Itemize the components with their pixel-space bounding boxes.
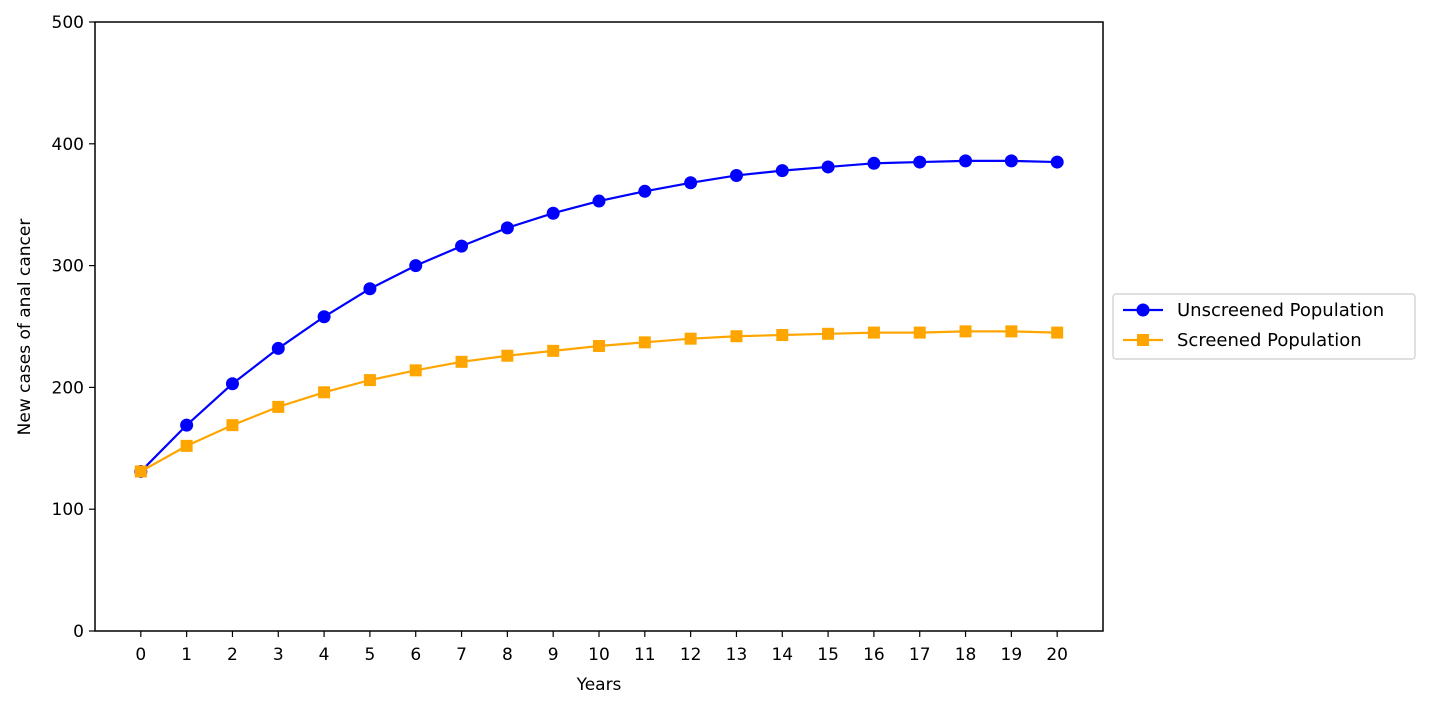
y-tick-label: 300	[52, 257, 84, 277]
x-tick-label: 15	[817, 645, 839, 665]
data-point	[959, 154, 973, 168]
data-point	[1051, 326, 1064, 339]
data-point	[271, 341, 285, 355]
legend-label-screened: Screened Population	[1177, 330, 1362, 351]
x-tick-label: 17	[909, 645, 931, 665]
data-point	[592, 194, 606, 208]
legend-marker-unscreened	[1136, 303, 1150, 317]
data-point	[1004, 154, 1018, 168]
x-tick-label: 7	[456, 645, 467, 665]
x-tick-label: 19	[1001, 645, 1023, 665]
data-point	[913, 326, 926, 339]
data-point	[638, 184, 652, 198]
data-point	[318, 386, 331, 399]
data-point	[684, 332, 697, 345]
data-point	[363, 374, 376, 387]
data-point	[867, 156, 881, 170]
series-screened-population	[134, 325, 1064, 478]
data-point	[180, 418, 194, 432]
x-axis-label: Years	[576, 675, 622, 695]
data-point	[730, 330, 743, 343]
x-tick-label: 9	[548, 645, 559, 665]
data-point	[134, 465, 147, 478]
series-layer	[134, 154, 1064, 478]
data-point	[363, 282, 377, 296]
x-tick-label: 16	[863, 645, 885, 665]
series-unscreened-population	[134, 154, 1064, 478]
data-point	[547, 344, 560, 357]
x-tick-label: 2	[227, 645, 238, 665]
data-point	[272, 400, 285, 413]
data-point	[638, 336, 651, 349]
data-point	[455, 239, 469, 253]
x-tick-label: 0	[135, 645, 146, 665]
data-point	[822, 327, 835, 340]
data-point	[959, 325, 972, 338]
y-tick-label: 100	[52, 500, 84, 520]
x-tick-label: 8	[502, 645, 513, 665]
x-tick-label: 14	[771, 645, 793, 665]
x-tick-label: 18	[955, 645, 977, 665]
data-point	[913, 155, 927, 169]
data-point	[821, 160, 835, 174]
data-point	[776, 329, 789, 342]
x-tick-label: 11	[634, 645, 656, 665]
data-point	[317, 310, 331, 324]
legend-frame	[1112, 293, 1416, 360]
y-tick-label: 0	[73, 622, 84, 642]
data-point	[500, 221, 514, 235]
y-tick-label: 500	[52, 13, 84, 33]
data-point	[225, 377, 239, 391]
data-point	[1005, 325, 1018, 338]
x-tick-label: 5	[364, 645, 375, 665]
data-point	[409, 259, 423, 273]
data-point	[593, 339, 605, 352]
legend-marker-screened	[1137, 334, 1149, 346]
x-tick-label: 20	[1046, 645, 1068, 665]
data-point	[455, 355, 468, 368]
legend: Unscreened Population Screened Populatio…	[1112, 293, 1416, 360]
data-point	[409, 364, 422, 377]
plot-frame	[94, 21, 1104, 632]
y-tick-label: 400	[52, 135, 84, 155]
y-tick-label: 200	[52, 378, 84, 398]
data-point	[226, 419, 239, 432]
x-tick-label: 1	[181, 645, 192, 665]
data-point	[729, 168, 743, 182]
y-axis-label: New cases of anal cancer	[15, 219, 35, 436]
x-tick-label: 4	[319, 645, 330, 665]
x-tick-label: 12	[680, 645, 702, 665]
x-tick-label: 10	[588, 645, 610, 665]
data-point	[867, 326, 880, 339]
data-point	[775, 164, 789, 178]
data-point	[501, 349, 514, 362]
data-point	[1050, 155, 1064, 169]
data-point	[684, 176, 698, 190]
x-tick-label: 6	[410, 645, 421, 665]
x-tick-label: 13	[726, 645, 748, 665]
data-point	[180, 439, 193, 452]
y-axis: 0 100 200 300 400 500	[52, 13, 95, 642]
x-tick-label: 3	[273, 645, 284, 665]
legend-label-unscreened: Unscreened Population	[1177, 300, 1384, 321]
data-point	[546, 206, 560, 220]
x-axis: 0 1 2 3 4 5 6 7 8 9 10 11 12 13 14 15 16 17 18 19 20	[135, 631, 1068, 665]
